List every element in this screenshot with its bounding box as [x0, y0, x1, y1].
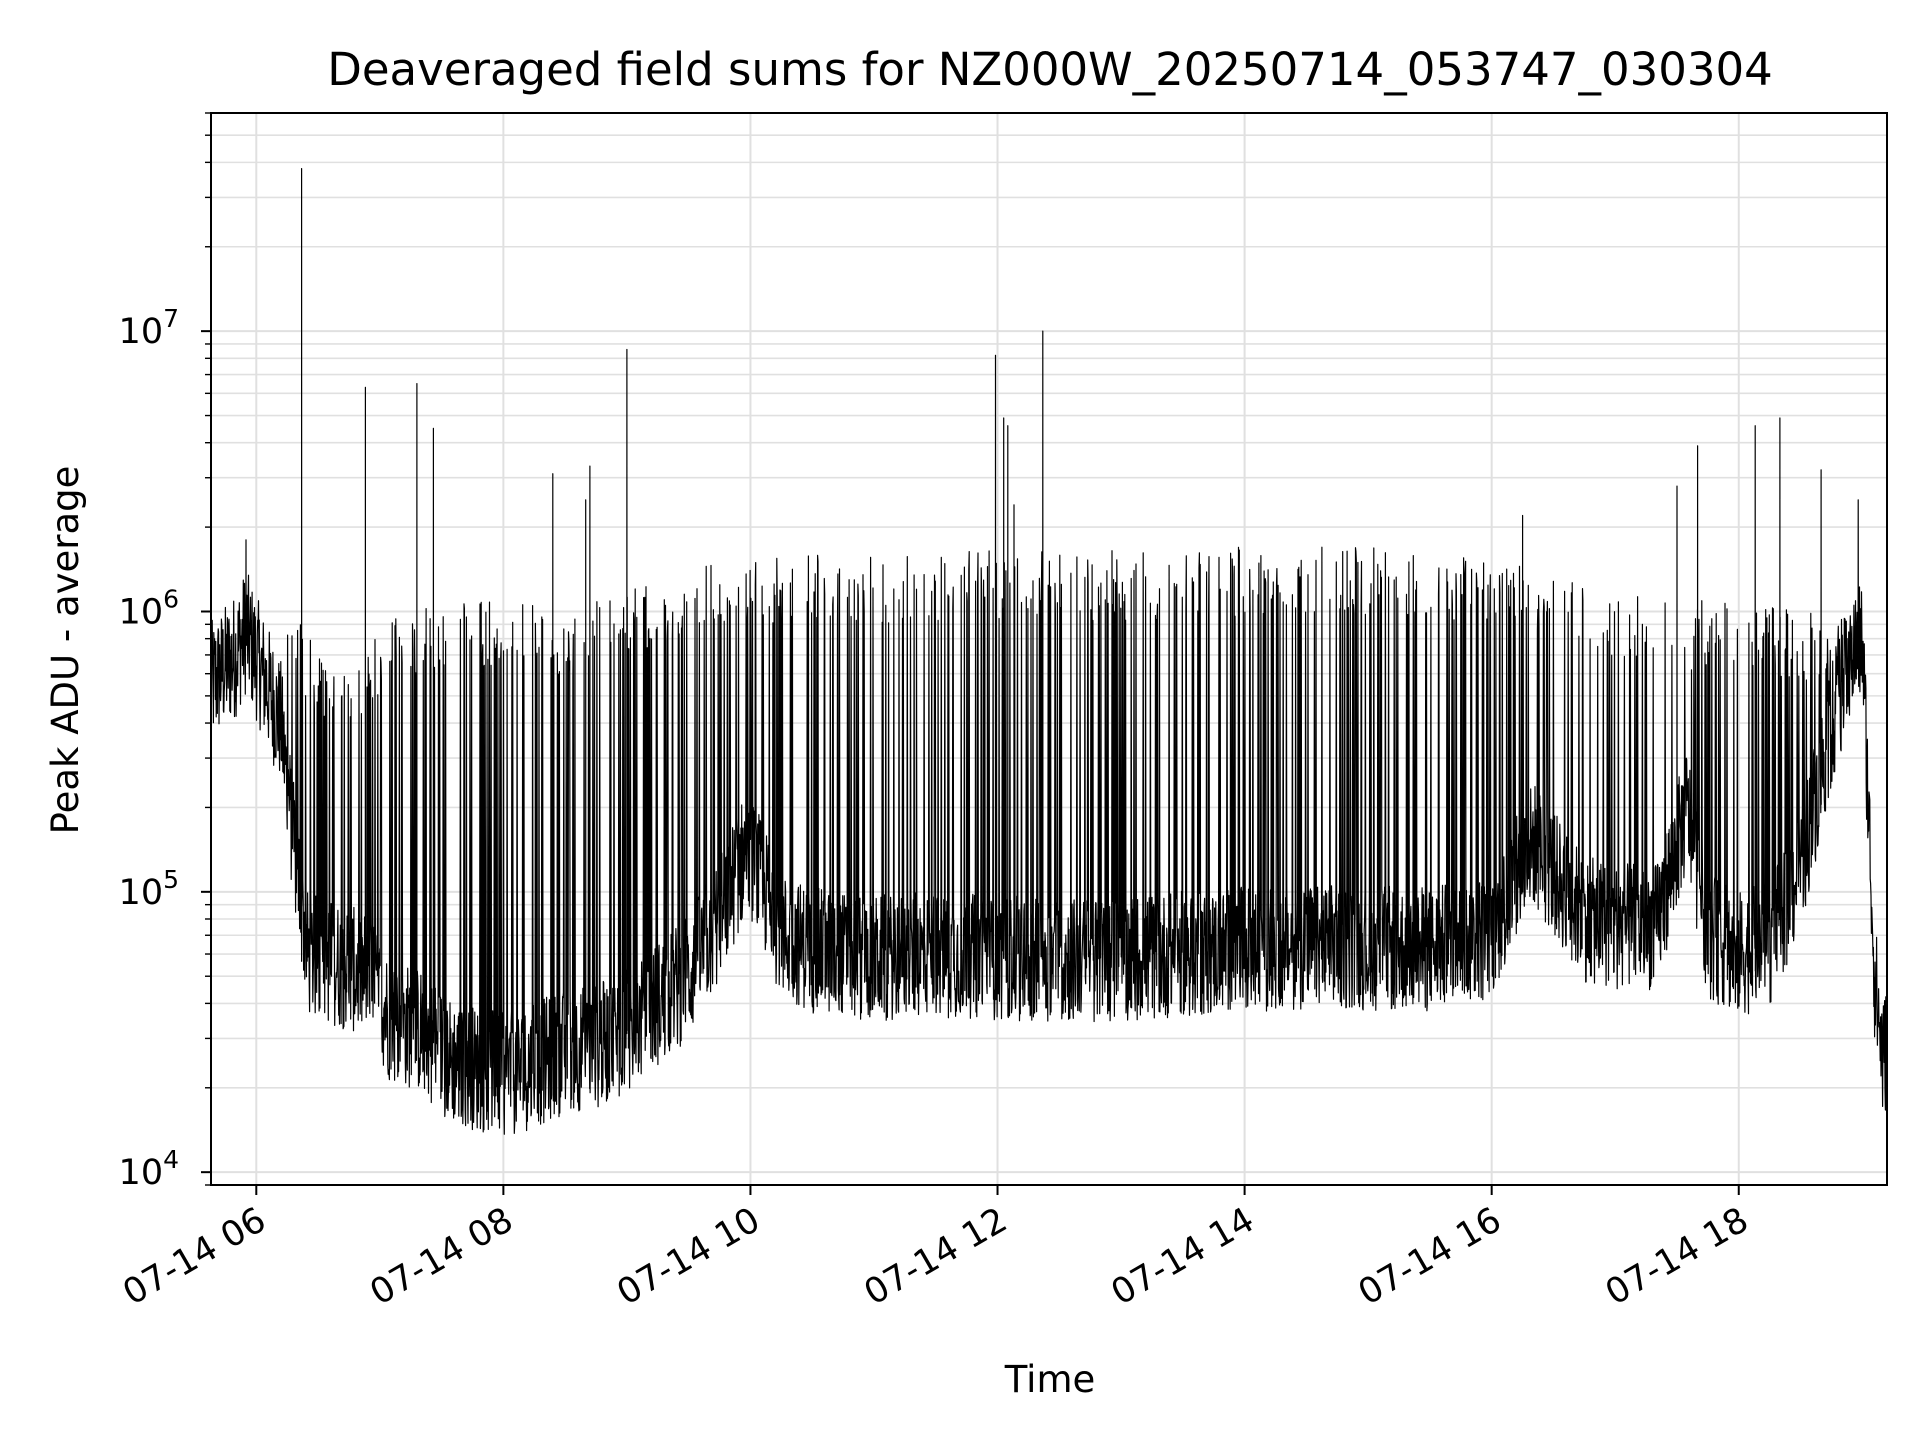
y-tick-base: 10 [119, 1153, 164, 1193]
y-tick-label: 107 [119, 304, 179, 352]
y-axis-label: Peak ADU - average [44, 466, 87, 835]
y-tick-exponent: 7 [163, 304, 179, 333]
series-line [210, 168, 1888, 1135]
y-tick-exponent: 6 [163, 584, 179, 613]
y-tick-label: 105 [119, 865, 179, 913]
axes-frame [210, 112, 1888, 1186]
y-tick-base: 10 [119, 312, 164, 352]
y-tick-label: 104 [119, 1145, 179, 1193]
plot-area [210, 168, 1888, 1135]
x-axis-label: Time [1004, 1358, 1096, 1401]
chart-title: Deaveraged field sums for NZ000W_2025071… [327, 43, 1773, 96]
y-tick-exponent: 4 [163, 1145, 179, 1174]
y-tick-base: 10 [119, 592, 164, 632]
y-tick-base: 10 [119, 873, 164, 913]
y-tick-label: 106 [119, 584, 179, 632]
y-tick-exponent: 5 [163, 865, 179, 894]
